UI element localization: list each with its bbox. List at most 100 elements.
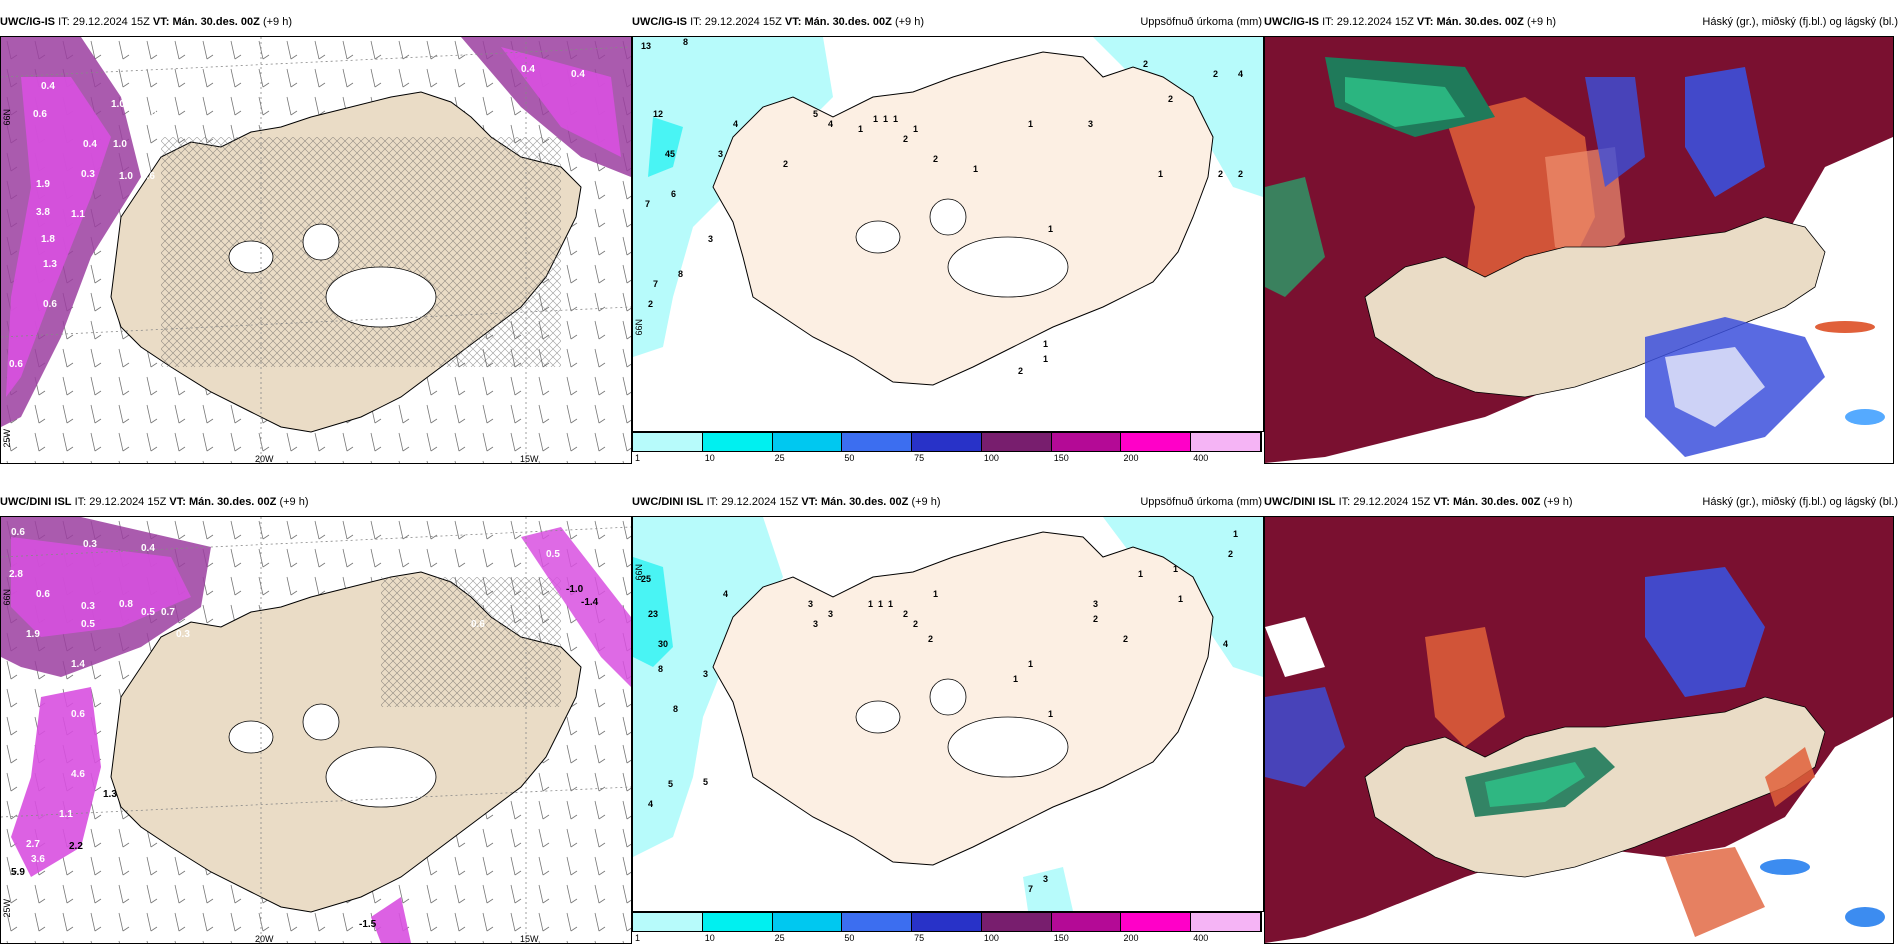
value-label: 3 <box>718 149 723 159</box>
field-title: Háský (gr.), miðský (fj.bl.) og lágský (… <box>1702 496 1898 508</box>
value-label: 4 <box>1223 639 1228 649</box>
value-label: 1 <box>868 599 873 609</box>
value-label: 4 <box>828 119 833 129</box>
colorbar-tick-label: 200 <box>1123 933 1139 943</box>
map-frame: 0.6 0.3 0.4 2.8 0.6 0.3 0.5 0.8 0.7 0.5 … <box>0 516 632 944</box>
value-label: 2 <box>903 134 908 144</box>
panel-top-left: UWC/IG-IS IT: 29.12.2024 15Z VT: Mán. 30… <box>0 14 632 464</box>
colorbar-tick-label: 25 <box>774 453 785 463</box>
hatched-area <box>161 137 561 367</box>
panel-header: UWC/IG-IS IT: 29.12.2024 15Z VT: Mán. 30… <box>1264 14 1900 30</box>
lat-label: 66N <box>2 589 12 606</box>
vt-time: Mán. 30.des. 00Z <box>804 16 892 28</box>
colorbar-tick-label: 50 <box>844 453 855 463</box>
value-label: 1 <box>1233 529 1238 539</box>
value-label: 1.8 <box>41 234 55 245</box>
field-title: Uppsöfnuð úrkoma (mm) <box>1140 496 1262 508</box>
value-label: 0.8 <box>119 599 133 610</box>
value-label: 1 <box>1043 339 1048 349</box>
parallel <box>1 786 631 818</box>
value-label: 3 <box>828 609 833 619</box>
wind-map: 0.6 0.3 0.4 2.8 0.6 0.3 0.5 0.8 0.7 0.5 … <box>1 517 631 943</box>
colorbar: 1 10 25 50 75 100 150 200 400 <box>632 912 1262 943</box>
colorbar-tick-label: 400 <box>1193 933 1209 943</box>
lat-label: 25W <box>2 899 12 918</box>
value-label: 0.5 <box>141 607 155 618</box>
model-name: UWC/DINI ISL <box>632 496 704 508</box>
value-label: 2 <box>1228 549 1233 559</box>
value-label: 2 <box>1093 614 1098 624</box>
colorbar-tick-label: 10 <box>704 933 715 943</box>
value-label: 0.6 <box>43 299 57 310</box>
colorbar-swatch: 75 <box>912 433 982 463</box>
value-label: 12 <box>653 109 663 119</box>
value-label: 1.0 <box>113 139 127 150</box>
value-label: 6 <box>671 189 676 199</box>
lon-label: 20W <box>255 454 274 464</box>
value-label: 1 <box>858 124 863 134</box>
colorbar-tick-label: 10 <box>704 453 715 463</box>
colorbar-swatch: 25 <box>772 913 843 943</box>
value-label: 0.6 <box>471 619 485 630</box>
panel-bottom-right: UWC/DINI ISL IT: 29.12.2024 15Z VT: Mán.… <box>1264 494 1900 944</box>
value-label: 1 <box>1048 224 1053 234</box>
map-frame: 13 8 12 45 6 7 8 7 2 3 4 5 4 3 2 1 1 1 1… <box>632 36 1264 432</box>
value-labels: 13 8 12 45 6 7 8 7 2 3 4 5 4 3 2 1 1 1 1… <box>641 37 1243 376</box>
parallel <box>1 526 631 558</box>
vt-time: Mán. 30.des. 00Z <box>188 496 277 508</box>
mid-cloud <box>1585 77 1645 187</box>
cloud-map <box>1265 517 1893 943</box>
colorbar-tick-label: 75 <box>914 453 925 463</box>
value-labels: 25 23 30 8 3 8 5 5 4 4 3 3 3 1 1 1 2 2 2… <box>641 529 1238 894</box>
it-label: IT: <box>706 496 719 508</box>
iceland-land <box>1364 696 1826 878</box>
precip-map: 25 23 30 8 3 8 5 5 4 4 3 3 3 1 1 1 2 2 2… <box>633 517 1263 911</box>
value-label: -1.0 <box>566 584 584 595</box>
colorbar-tick-label: 150 <box>1053 933 1069 943</box>
glacier <box>325 266 437 328</box>
value-label: 0.6 <box>36 589 50 600</box>
colorbar-swatch: 150 <box>1051 913 1122 943</box>
glacier <box>228 240 274 274</box>
value-label: 2 <box>928 634 933 644</box>
glacier <box>302 703 340 741</box>
lon-label: 20W <box>255 934 274 944</box>
precip-area-core <box>633 557 673 667</box>
value-label: 2 <box>903 609 908 619</box>
value-label: 2.7 <box>26 839 40 850</box>
value-label: 3 <box>1043 874 1048 884</box>
panel-header: UWC/DINI ISL IT: 29.12.2024 15Z VT: Mán.… <box>632 494 1264 510</box>
orange-cloud <box>1765 747 1815 807</box>
precip-shade-south <box>11 687 101 877</box>
vt-time: Mán. 30.des. 00Z <box>1436 16 1524 28</box>
value-label: 1.4 <box>71 659 85 670</box>
value-label: 1.3 <box>43 259 57 270</box>
value-label: 7 <box>645 199 650 209</box>
value-label: 0.4 <box>571 69 585 80</box>
glacier <box>855 700 901 734</box>
value-label: 0.6 <box>141 171 155 182</box>
lat-label: 66N <box>634 564 644 581</box>
colorbar-swatch: 25 <box>772 433 843 463</box>
map-frame: 0.4 0.6 1.0 0.6 0.4 1.0 0.6 1.0 0.3 1.9 … <box>0 36 632 464</box>
value-label: 2 <box>1143 59 1148 69</box>
colorbar-tick-label: 1 <box>635 453 641 463</box>
it-label: IT: <box>74 496 87 508</box>
value-label: 2 <box>933 154 938 164</box>
precip-map: 13 8 12 45 6 7 8 7 2 3 4 5 4 3 2 1 1 1 1… <box>633 37 1263 386</box>
value-label: 1 <box>1178 594 1183 604</box>
value-label: 1 <box>1158 169 1163 179</box>
value-label: -1.5 <box>359 919 377 930</box>
value-label: 3 <box>708 234 713 244</box>
value-label: 3 <box>813 619 818 629</box>
mid-cloud <box>1845 907 1885 927</box>
colorbar-swatch: 100 <box>981 433 1052 463</box>
vt-label: VT: <box>169 496 186 508</box>
value-label: 2.2 <box>69 841 83 852</box>
value-labels: 0.4 0.6 1.0 0.6 0.4 1.0 0.6 1.0 0.3 1.9 … <box>9 64 585 370</box>
value-label: 25 <box>641 574 651 584</box>
value-label: 1 <box>1048 709 1053 719</box>
it-label: IT: <box>1322 16 1334 28</box>
mid-cloud <box>1265 687 1345 787</box>
high-cloud <box>1485 762 1585 807</box>
